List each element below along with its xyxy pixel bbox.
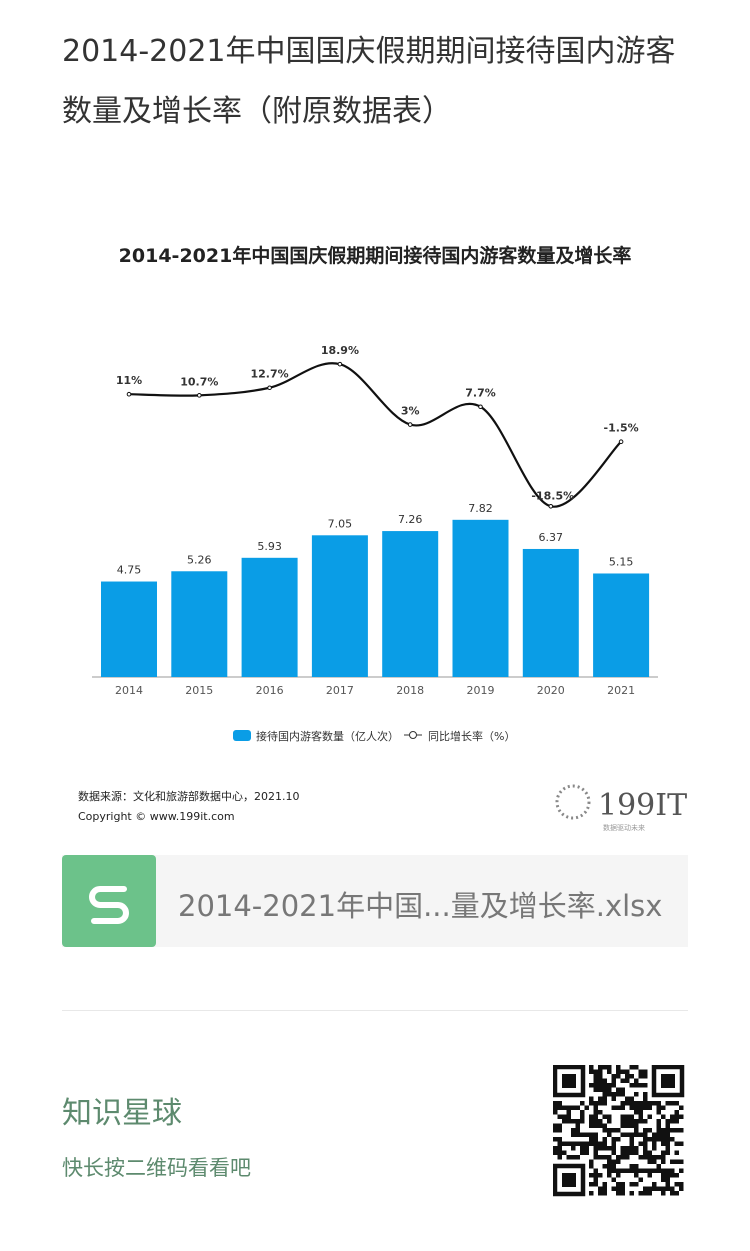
attachment-file[interactable]: 2014-2021年中国...量及增长率.xlsx xyxy=(62,855,688,947)
x-tick-2018: 2018 xyxy=(396,684,424,697)
growth-label-2020: -18.5% xyxy=(531,489,574,502)
x-tick-2014: 2014 xyxy=(115,684,143,697)
qr-code[interactable] xyxy=(553,1065,685,1197)
growth-point-2017 xyxy=(337,361,343,367)
growth-point-2019 xyxy=(478,404,483,410)
bar-2018 xyxy=(382,531,439,677)
x-tick-2020: 2020 xyxy=(537,684,565,697)
bar-2020 xyxy=(522,548,579,677)
chart-copyright: Copyright © www.199it.com xyxy=(78,810,235,823)
footer-title: 知识星球 xyxy=(62,1096,182,1131)
spreadsheet-icon xyxy=(62,855,156,947)
bar-label-2020: 6.37 xyxy=(539,531,564,544)
growth-point-2015 xyxy=(197,393,202,398)
bar-label-2016: 5.93 xyxy=(257,540,282,553)
divider xyxy=(62,1010,688,1011)
chart: 2014-2021年中国国庆假期期间接待国内游客数量及增长率 4.75 2014 5… xyxy=(78,244,687,832)
svg-text:199IT: 199IT xyxy=(598,788,687,823)
bar-label-2018: 7.26 xyxy=(398,513,423,526)
bar-2019 xyxy=(452,519,509,677)
bar-label-2021: 5.15 xyxy=(609,555,634,568)
growth-point-2020 xyxy=(548,504,554,509)
legend-bar-swatch xyxy=(233,730,251,741)
article-title: 2014-2021年中国国庆假期期间接待国内游客数量及增长率（附原数据表） xyxy=(62,34,676,129)
bar-2015 xyxy=(171,571,228,677)
x-tick-2021: 2021 xyxy=(607,684,635,697)
footer-subtitle: 快长按二维码看看吧 xyxy=(62,1156,251,1180)
bar-label-2019: 7.82 xyxy=(468,502,493,515)
svg-text:数据驱动未来: 数据驱动未来 xyxy=(603,823,645,832)
growth-label-2021: -1.5% xyxy=(604,422,639,435)
x-tick-2016: 2016 xyxy=(256,684,284,697)
x-tick-2017: 2017 xyxy=(326,684,354,697)
x-tick-2015: 2015 xyxy=(185,684,213,697)
logo-199it: 199IT 数据驱动未来 xyxy=(555,784,687,832)
growth-label-2019: 7.7% xyxy=(465,387,496,400)
attachment-filename: 2014-2021年中国...量及增长率.xlsx xyxy=(178,889,663,923)
chart-source: 数据来源：文化和旅游部数据中心，2021.10 xyxy=(78,789,300,803)
bar-2014 xyxy=(101,581,157,677)
growth-label-2014: 11% xyxy=(116,374,142,387)
bar-label-2014: 4.75 xyxy=(117,564,142,577)
growth-label-2015: 10.7% xyxy=(180,375,218,388)
growth-label-2018: 3% xyxy=(401,405,420,418)
growth-point-2014 xyxy=(126,391,132,397)
chart-title: 2014-2021年中国国庆假期期间接待国内游客数量及增长率 xyxy=(119,244,632,267)
legend-bar-label: 接待国内游客数量（亿人次） xyxy=(256,729,399,743)
bar-label-2017: 7.05 xyxy=(328,517,353,530)
bar-2017 xyxy=(311,535,368,677)
growth-point-2018 xyxy=(407,422,413,427)
bar-2016 xyxy=(241,557,298,677)
growth-point-2021 xyxy=(618,439,624,444)
growth-label-2017: 18.9% xyxy=(321,344,359,357)
legend-line-marker xyxy=(409,731,417,739)
growth-point-2016 xyxy=(267,385,272,391)
x-tick-2019: 2019 xyxy=(467,684,495,697)
bar-label-2015: 5.26 xyxy=(187,553,212,566)
legend-line-label: 同比增长率（%） xyxy=(428,729,515,743)
bar-2021 xyxy=(593,573,650,677)
growth-label-2016: 12.7% xyxy=(251,368,289,381)
